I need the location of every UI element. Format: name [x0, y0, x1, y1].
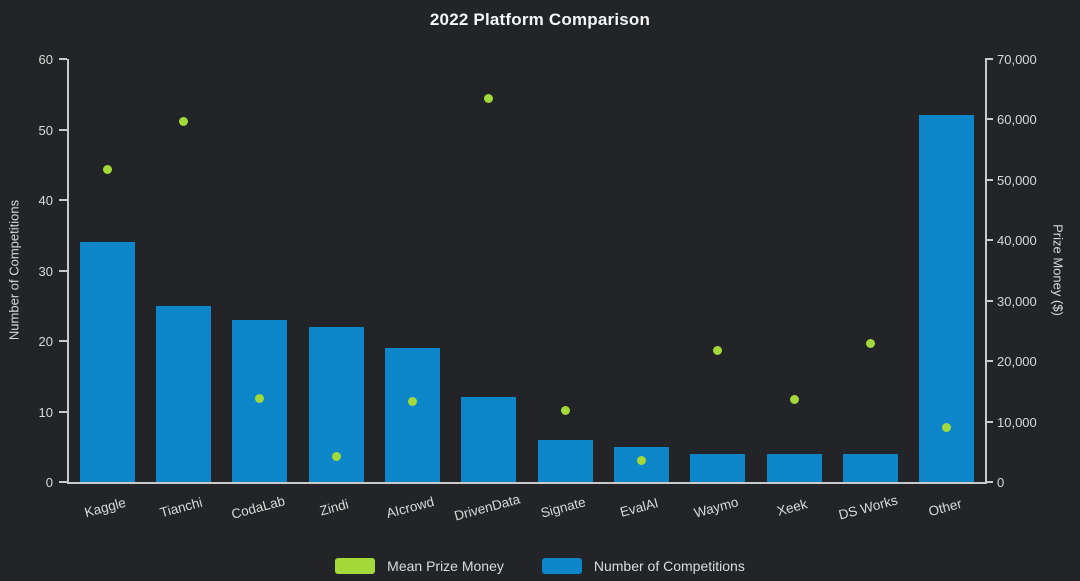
- point-kaggle: [102, 165, 112, 175]
- right-axis-tickmark: [985, 58, 993, 60]
- bar-kaggle: [79, 242, 135, 482]
- right-axis-tickmark: [985, 420, 993, 423]
- left-axis-tick-label: 0: [45, 475, 53, 490]
- x-axis-label-xeek: Xeek: [775, 496, 809, 519]
- right-axis-title: Prize Money ($): [1050, 224, 1066, 316]
- left-axis-tickmark: [59, 410, 67, 413]
- left-axis-tickmark: [59, 481, 67, 483]
- x-axis-label-other: Other: [926, 495, 964, 520]
- x-axis-label-ds-works: DS Works: [837, 492, 900, 523]
- left-axis-tickmark: [59, 199, 67, 201]
- bar-ds-works: [843, 453, 898, 482]
- left-axis-tick-label: 40: [38, 193, 53, 208]
- right-axis-tickmark: [985, 118, 993, 121]
- left-axis-tickmark: [59, 340, 67, 342]
- right-axis-tickmark: [985, 299, 993, 302]
- left-axis-tick-label: 20: [38, 334, 53, 349]
- point-evalai: [637, 456, 646, 466]
- x-axis-label-tianchi: Tianchi: [158, 494, 205, 521]
- legend-item-number-of-competitions: Number of Competitions: [541, 558, 745, 574]
- x-axis-label-waymo: Waymo: [692, 494, 740, 521]
- left-axis-tickmark: [59, 269, 67, 272]
- right-axis-tick-label: 50,000: [997, 172, 1037, 188]
- bar-other: [919, 115, 975, 482]
- bar-tianchi: [156, 305, 211, 482]
- x-axis-label-signate: Signate: [539, 494, 588, 521]
- right-axis-tick-label: 30,000: [997, 293, 1037, 309]
- right-axis-tickmark: [985, 178, 993, 181]
- legend-swatch-green: [335, 558, 376, 574]
- chart-title: 2022 Platform Comparison: [429, 10, 651, 29]
- point-other: [942, 422, 952, 432]
- x-axis-label-aicrowd: AIcrowd: [384, 493, 436, 522]
- x-axis-label-kaggle: Kaggle: [82, 494, 128, 521]
- right-axis-tickmark: [985, 239, 993, 242]
- point-codalab: [255, 393, 265, 403]
- legend-swatch-blue: [541, 558, 582, 574]
- bar-xeek: [766, 453, 822, 482]
- right-axis-tickmark: [985, 481, 993, 483]
- point-xeek: [789, 395, 799, 405]
- right-axis-tick-label: 40,000: [997, 233, 1037, 249]
- x-axis-label-codalab: CodaLab: [229, 493, 287, 522]
- left-axis-tick-label: 30: [38, 263, 53, 279]
- legend-item-mean-prize-money: Mean Prize Money: [335, 558, 504, 574]
- legend: Mean Prize Money Number of Competitions: [0, 558, 1080, 574]
- right-axis-tickmark: [985, 360, 993, 363]
- bar-signate: [537, 439, 593, 482]
- point-aicrowd: [408, 397, 417, 407]
- left-axis-tick-label: 10: [38, 404, 53, 420]
- point-tianchi: [179, 116, 188, 126]
- point-zindi: [331, 451, 341, 461]
- right-axis-tick-label: 10,000: [997, 414, 1037, 430]
- x-axis-label-evalai: EvalAI: [618, 495, 661, 520]
- plot-area: [67, 59, 987, 484]
- bar-aicrowd: [385, 348, 440, 482]
- right-axis-tick-label: 20,000: [997, 354, 1037, 370]
- right-axis-tick-label: 0: [997, 475, 1005, 490]
- left-axis-tickmark: [59, 58, 67, 60]
- left-axis-tick-label: 50: [38, 122, 53, 138]
- bar-drivendata: [461, 397, 517, 482]
- point-signate: [560, 405, 570, 415]
- right-axis-tick-label: 70,000: [997, 52, 1037, 67]
- point-ds-works: [866, 339, 875, 349]
- x-axis-label-drivendata: DrivenData: [452, 491, 522, 524]
- legend-label: Mean Prize Money: [387, 558, 504, 574]
- point-drivendata: [484, 94, 494, 104]
- x-axis-label-zindi: Zindi: [318, 496, 351, 519]
- right-axis-tick-label: 60,000: [997, 112, 1037, 128]
- legend-label: Number of Competitions: [593, 558, 745, 574]
- left-axis-tick-label: 60: [38, 52, 53, 67]
- bar-waymo: [690, 453, 746, 482]
- point-waymo: [713, 346, 723, 356]
- left-axis-tickmark: [59, 128, 67, 131]
